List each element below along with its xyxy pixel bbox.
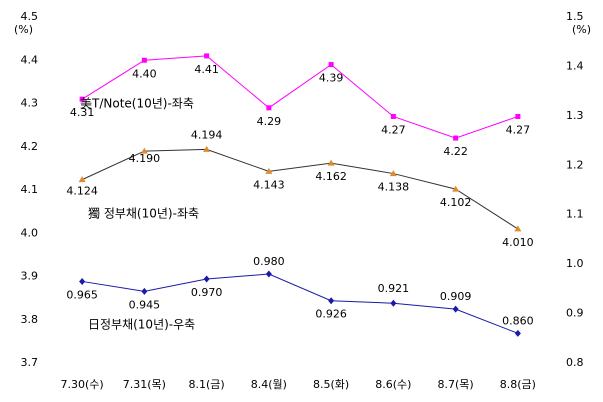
x-tick-label: 8.5(화) [313, 378, 349, 391]
point [79, 96, 85, 102]
x-tick-label: 8.6(수) [375, 378, 411, 391]
point [328, 62, 334, 68]
x-tick-label: 8.7(목) [438, 378, 474, 391]
point [389, 170, 397, 177]
data-label: 0.965 [66, 288, 98, 301]
point [203, 145, 211, 152]
data-label: 4.40 [132, 67, 157, 80]
x-tick-label: 7.31(목) [123, 378, 166, 391]
data-label: 4.102 [440, 196, 472, 209]
point [204, 53, 210, 59]
data-label: 0.926 [315, 308, 347, 321]
y-tick-label: 3.9 [21, 270, 39, 283]
y2-unit: (%) [572, 23, 591, 36]
data-label: 4.190 [129, 152, 161, 165]
point [327, 159, 335, 166]
data-label: 4.010 [502, 236, 534, 249]
series-name: 美T/Note(10년)-좌축 [80, 97, 194, 111]
y2-tick-label: 1.2 [566, 158, 584, 171]
point [514, 329, 521, 337]
data-label: 4.39 [319, 72, 344, 85]
point [203, 275, 210, 283]
x-tick-label: 8.1(금) [189, 378, 225, 391]
data-label: 4.138 [378, 181, 410, 194]
y2-tick-label: 0.8 [566, 356, 584, 369]
point [514, 225, 522, 232]
series-name: 獨 정부채(10년)-좌축 [88, 206, 199, 221]
y2-tick-label: 1.5 [566, 10, 584, 23]
y-unit: (%) [14, 23, 33, 36]
y2-tick-label: 1.3 [566, 109, 584, 122]
point [452, 185, 460, 192]
point [515, 113, 521, 119]
point [390, 113, 396, 119]
data-label: 0.921 [378, 282, 410, 295]
y-tick-label: 3.8 [21, 313, 39, 326]
data-label: 4.27 [506, 123, 531, 136]
data-label: 0.860 [502, 314, 534, 327]
x-tick-label: 8.8(금) [500, 378, 536, 391]
x-tick-label: 7.30(수) [61, 378, 104, 391]
point [328, 297, 335, 305]
point [140, 147, 148, 154]
series-name: 日정부채(10년)-우축 [88, 318, 195, 332]
point [79, 277, 86, 285]
y-tick-label: 4.1 [21, 183, 39, 196]
y2-tick-label: 1.4 [566, 59, 584, 72]
point [141, 287, 148, 295]
data-label: 4.29 [257, 115, 282, 128]
data-label: 4.31 [70, 106, 95, 119]
data-label: 0.970 [191, 286, 223, 299]
data-label: 4.41 [194, 63, 219, 76]
point [265, 270, 272, 278]
series-line [81, 55, 519, 139]
y-tick-label: 4.5 [21, 10, 39, 23]
data-label: 0.909 [440, 290, 472, 303]
point [78, 176, 86, 183]
y2-tick-label: 1.0 [566, 257, 584, 270]
data-label: 4.143 [253, 178, 285, 191]
series-line [82, 273, 519, 334]
data-label: 0.980 [253, 255, 285, 268]
point [453, 135, 459, 141]
y-tick-label: 4.3 [21, 97, 39, 110]
point [265, 167, 273, 174]
data-label: 4.27 [381, 123, 406, 136]
data-label: 4.162 [315, 170, 347, 183]
point [266, 105, 272, 111]
y2-tick-label: 0.9 [566, 307, 584, 320]
data-label: 4.22 [443, 145, 468, 158]
series-line [81, 148, 519, 230]
point [390, 299, 397, 307]
y-tick-label: 4.4 [21, 53, 39, 66]
point [452, 305, 459, 313]
data-label: 4.124 [66, 185, 98, 198]
y-tick-label: 3.7 [21, 356, 39, 369]
data-label: 0.945 [129, 298, 161, 311]
y-tick-label: 4.2 [21, 140, 39, 153]
data-label: 4.194 [191, 128, 223, 141]
y-tick-label: 4.0 [21, 226, 39, 239]
point [141, 57, 147, 63]
y2-tick-label: 1.1 [566, 208, 584, 221]
x-tick-label: 8.4(월) [251, 378, 287, 391]
